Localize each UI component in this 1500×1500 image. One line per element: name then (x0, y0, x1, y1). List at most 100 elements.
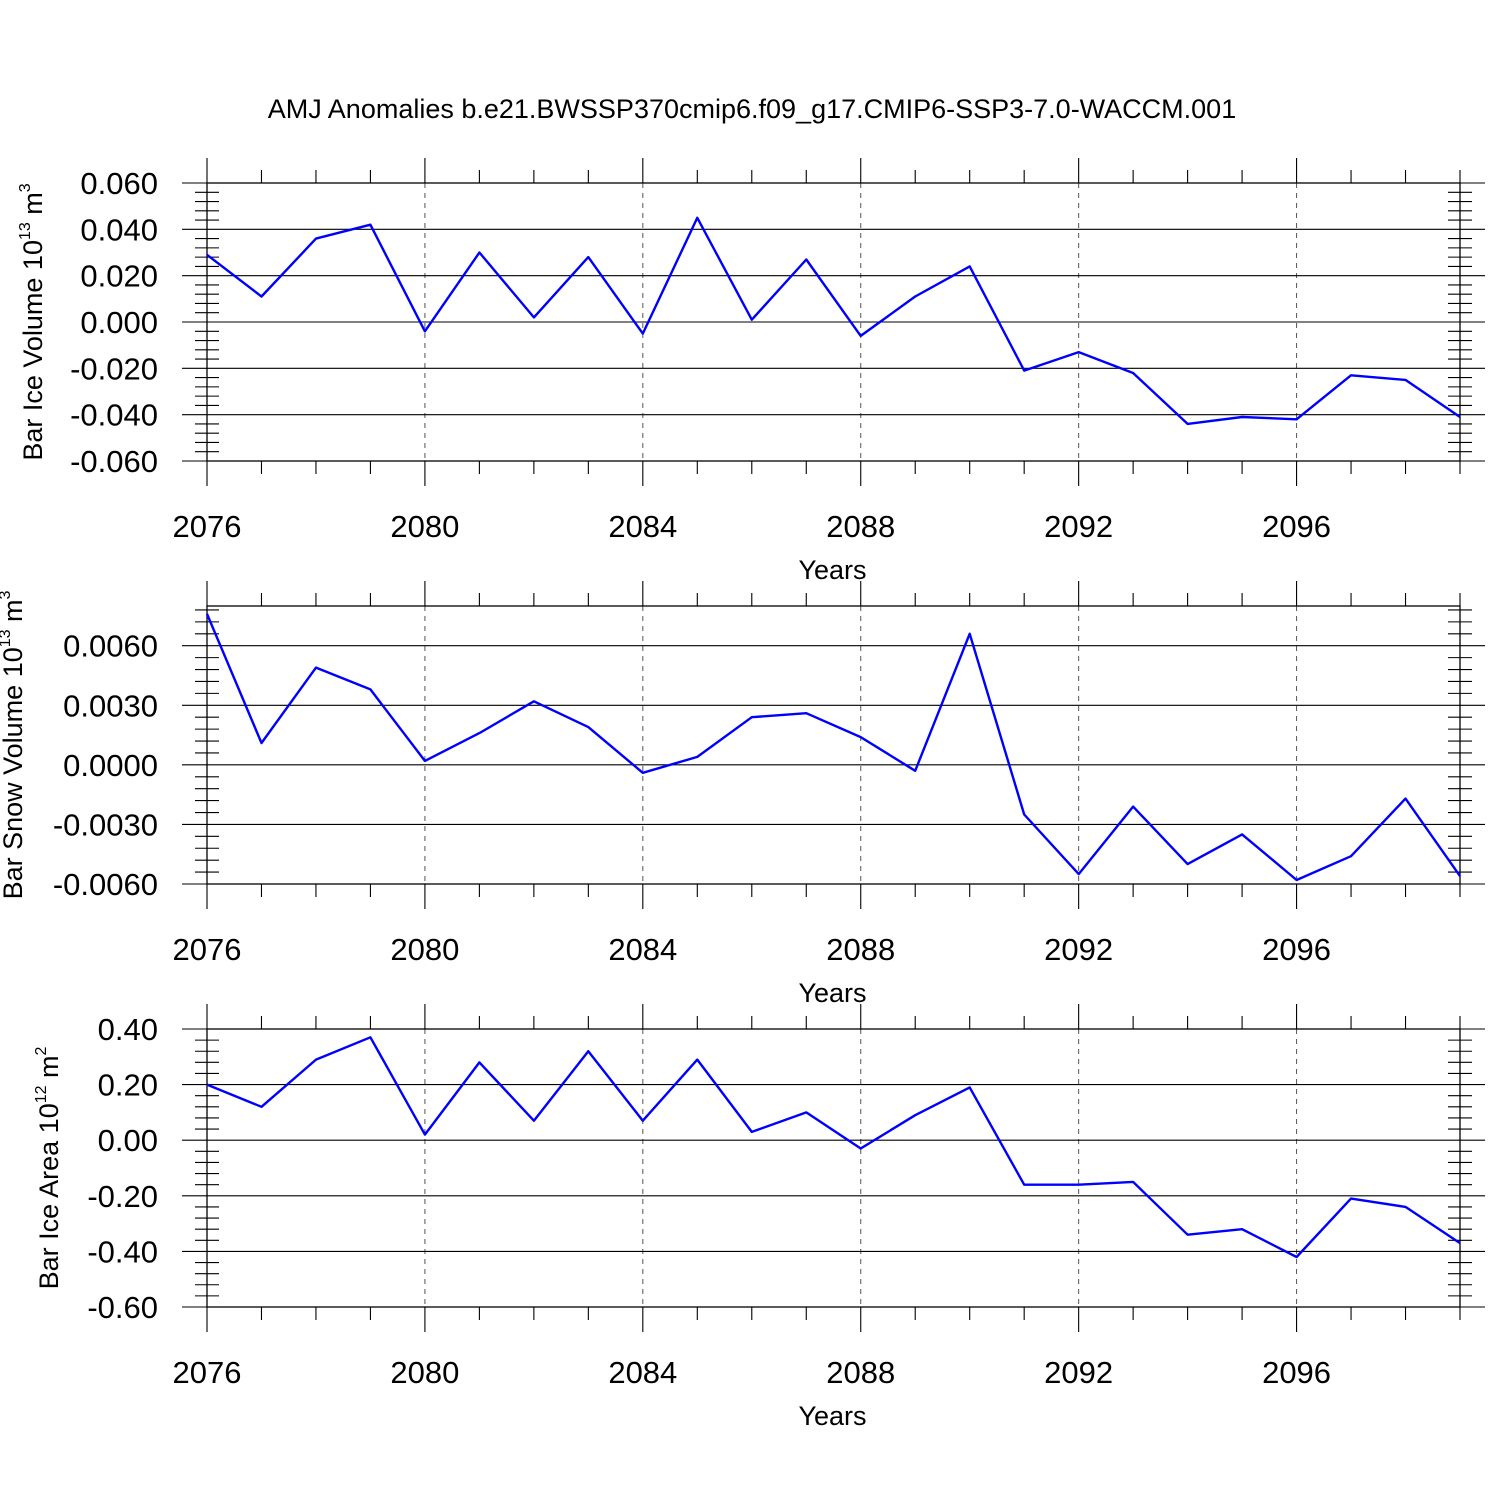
data-point (1022, 1183, 1026, 1187)
data-point (1186, 422, 1190, 426)
data-point (1404, 1205, 1408, 1209)
data-point (259, 295, 263, 299)
x-tick-label: 2084 (608, 932, 677, 967)
data-point (1186, 1233, 1190, 1237)
data-point (1131, 371, 1135, 375)
data-point (1077, 1183, 1081, 1187)
data-point (1404, 378, 1408, 382)
data-point (205, 612, 209, 616)
data-point (1349, 373, 1353, 377)
plot-frame (206, 1028, 1461, 1308)
x-tick-label: 2088 (826, 932, 895, 967)
x-tick-label: 2088 (826, 1355, 895, 1390)
y-tick-label: -0.040 (70, 398, 158, 433)
data-point (1240, 1227, 1244, 1231)
data-point (750, 715, 754, 719)
y-tick-label: -0.0030 (53, 807, 158, 842)
y-tick-label: -0.0060 (53, 867, 158, 902)
data-point (423, 329, 427, 333)
y-axis-title: Bar Snow Volume 1013 m3 (0, 590, 28, 899)
data-point (1458, 1241, 1462, 1245)
data-point (1022, 813, 1026, 817)
x-tick-label: 2080 (390, 932, 459, 967)
y-tick-label: -0.60 (87, 1290, 158, 1325)
data-point (913, 769, 917, 773)
y-tick-label: 0.0000 (63, 748, 158, 783)
data-point (1077, 350, 1081, 354)
data-point (968, 1085, 972, 1089)
data-point (259, 741, 263, 745)
y-axis-title: Bar Ice Volume 1013 m3 (17, 183, 48, 460)
data-point (859, 1147, 863, 1151)
data-point (368, 1035, 372, 1039)
data-point (968, 264, 972, 268)
data-point (695, 755, 699, 759)
y-tick-label: -0.20 (87, 1179, 158, 1214)
data-point (477, 1060, 481, 1064)
data-point (314, 666, 318, 670)
data-point (259, 1105, 263, 1109)
x-tick-label: 2076 (173, 1355, 242, 1390)
data-point (1240, 415, 1244, 419)
x-tick-label: 2088 (826, 509, 895, 544)
data-point (1458, 415, 1462, 419)
y-tick-label: -0.020 (70, 351, 158, 386)
x-axis-title: Years (798, 555, 866, 585)
x-tick-label: 2092 (1044, 932, 1113, 967)
data-point (1404, 797, 1408, 801)
data-point (314, 1058, 318, 1062)
data-point (695, 216, 699, 220)
x-tick-label: 2092 (1044, 1355, 1113, 1390)
y-tick-label: 0.0060 (63, 629, 158, 664)
y-tick-label: 0.000 (80, 305, 158, 340)
x-tick-label: 2084 (608, 1355, 677, 1390)
data-point (423, 1133, 427, 1137)
y-tick-label: 0.0030 (63, 688, 158, 723)
x-tick-label: 2084 (608, 509, 677, 544)
data-point (913, 295, 917, 299)
panel-2: 2076 2080 2084 2088 2092 2096 Years -0.0060 -0.0… (0, 581, 1485, 1008)
data-point (586, 725, 590, 729)
data-point (1349, 1197, 1353, 1201)
data-point (750, 318, 754, 322)
data-point (641, 771, 645, 775)
x-axis-title: Years (798, 1401, 866, 1431)
data-point (968, 632, 972, 636)
data-point (1295, 878, 1299, 882)
y-tick-label: 0.020 (80, 259, 158, 294)
data-point (913, 1113, 917, 1117)
data-point (1458, 874, 1462, 878)
series-line (206, 1036, 1461, 1259)
data-point (750, 1130, 754, 1134)
data-point (1295, 1255, 1299, 1259)
data-point (1077, 872, 1081, 876)
data-point (477, 731, 481, 735)
x-tick-label: 2096 (1262, 932, 1331, 967)
data-point (586, 1049, 590, 1053)
plot-frame (206, 605, 1461, 885)
data-point (641, 1119, 645, 1123)
panel-3: 2076 2080 2084 2088 2092 2096 Years -0.60 -0.40 -… (33, 1004, 1485, 1431)
data-point (695, 1058, 699, 1062)
y-tick-label: -0.40 (87, 1234, 158, 1269)
data-point (532, 699, 536, 703)
data-point (1349, 854, 1353, 858)
data-point (532, 315, 536, 319)
y-tick-label: 0.40 (98, 1012, 158, 1047)
data-point (641, 332, 645, 336)
series-line (206, 216, 1461, 426)
x-tick-label: 2080 (390, 1355, 459, 1390)
data-point (1295, 417, 1299, 421)
panel-1: 2076 2080 2084 2088 2092 2096 Years -0.060 -0.04… (17, 158, 1485, 585)
data-point (1186, 862, 1190, 866)
panels: 2076 2080 2084 2088 2092 2096 Years -0.060 -0.04… (0, 158, 1485, 1431)
data-point (1131, 805, 1135, 809)
x-tick-label: 2080 (390, 509, 459, 544)
y-tick-label: 0.20 (98, 1068, 158, 1103)
data-point (1131, 1180, 1135, 1184)
data-point (205, 253, 209, 257)
data-point (804, 257, 808, 261)
data-point (477, 251, 481, 255)
data-point (205, 1083, 209, 1087)
